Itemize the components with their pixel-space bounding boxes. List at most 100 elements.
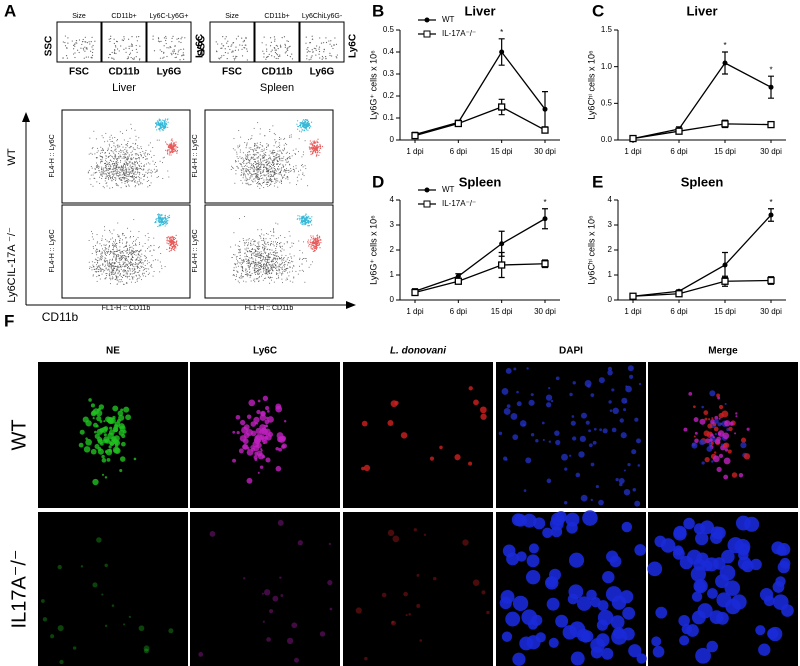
event	[122, 243, 123, 244]
signal	[588, 429, 591, 432]
signal	[624, 489, 631, 496]
marker	[768, 122, 774, 128]
signal	[129, 616, 131, 618]
event	[164, 37, 165, 38]
legend-label: WT	[442, 15, 455, 24]
event	[274, 160, 275, 161]
event	[248, 259, 249, 260]
y-tick-label: 0.1	[383, 113, 395, 122]
event	[124, 170, 125, 171]
event	[255, 143, 256, 144]
event	[171, 138, 172, 139]
event	[309, 59, 310, 60]
event	[115, 273, 116, 274]
event	[121, 256, 122, 257]
event	[264, 252, 265, 253]
event	[236, 267, 237, 268]
signal	[736, 516, 751, 531]
event	[175, 148, 176, 149]
marker	[542, 127, 548, 133]
event	[262, 164, 263, 165]
event	[275, 134, 276, 135]
event	[117, 267, 118, 268]
event	[227, 52, 228, 53]
event	[150, 151, 151, 152]
signal	[269, 609, 273, 613]
marker	[769, 85, 774, 90]
event	[138, 237, 139, 238]
event	[115, 246, 116, 247]
event	[138, 184, 139, 185]
event	[135, 169, 136, 170]
event	[102, 176, 103, 177]
event	[293, 169, 294, 170]
event	[113, 229, 114, 230]
event	[273, 159, 274, 160]
gate-plot	[102, 22, 146, 62]
event	[116, 276, 117, 277]
event	[116, 266, 117, 267]
event	[235, 279, 236, 280]
event	[305, 121, 306, 122]
event	[130, 236, 131, 237]
event	[153, 238, 154, 239]
event	[264, 149, 265, 150]
y-tick-label: 3	[390, 220, 395, 229]
signal	[85, 439, 92, 446]
signal	[123, 623, 125, 625]
event	[93, 174, 94, 175]
event	[149, 273, 150, 274]
event	[232, 167, 233, 168]
event	[109, 278, 110, 279]
event	[137, 147, 138, 148]
event	[129, 171, 130, 172]
event	[274, 163, 275, 164]
signal	[633, 488, 637, 492]
event	[125, 160, 126, 161]
event	[312, 153, 313, 154]
event	[249, 262, 250, 263]
event	[120, 274, 121, 275]
signal	[113, 447, 120, 454]
event	[64, 42, 65, 43]
event	[176, 57, 177, 58]
event	[225, 48, 226, 49]
event	[135, 244, 136, 245]
event	[126, 246, 127, 247]
event	[160, 217, 161, 218]
event	[268, 255, 269, 256]
signal	[516, 391, 519, 394]
event	[255, 245, 256, 246]
event	[221, 48, 222, 49]
event	[261, 261, 262, 262]
event	[154, 164, 155, 165]
signal	[611, 388, 614, 391]
event	[310, 147, 311, 148]
event	[275, 181, 276, 182]
event	[287, 170, 288, 171]
event	[99, 267, 100, 268]
event	[122, 277, 123, 278]
event	[121, 269, 122, 270]
signal	[719, 454, 723, 458]
event	[113, 272, 114, 273]
event	[291, 53, 292, 54]
event	[247, 163, 248, 164]
event	[282, 248, 283, 249]
event	[257, 177, 258, 178]
event	[133, 276, 134, 277]
event	[157, 140, 158, 141]
event	[290, 262, 291, 263]
event	[130, 270, 131, 271]
event	[158, 219, 159, 220]
event	[174, 245, 175, 246]
event	[134, 149, 135, 150]
event	[262, 244, 263, 245]
event	[270, 169, 271, 170]
event	[257, 147, 258, 148]
event	[118, 158, 119, 159]
event	[122, 147, 123, 148]
event	[106, 164, 107, 165]
signal	[114, 421, 120, 427]
signal	[505, 458, 507, 460]
